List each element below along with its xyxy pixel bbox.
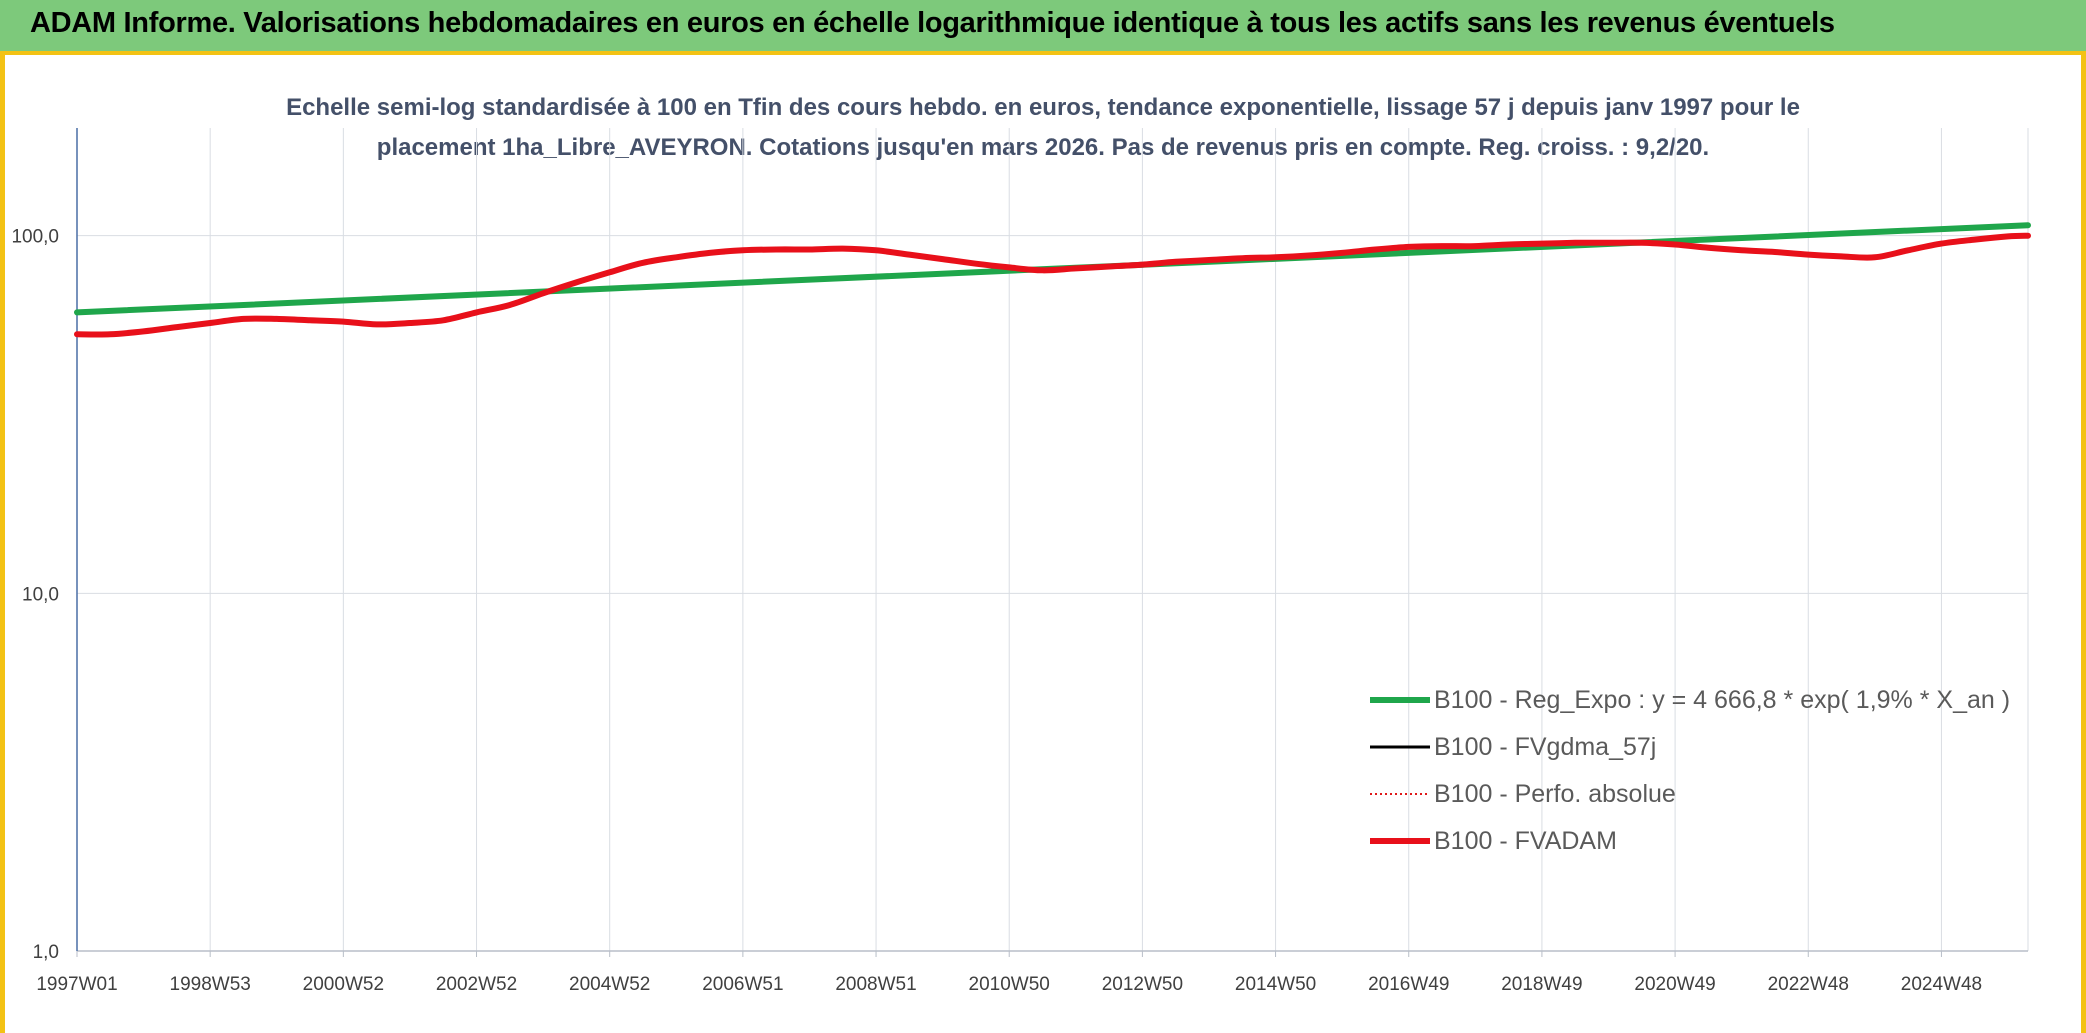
x-tick-label: 2012W50 bbox=[1102, 974, 1183, 995]
y-tick-label: 100,0 bbox=[11, 227, 59, 248]
x-tick-label: 2022W48 bbox=[1768, 974, 1849, 995]
chart-title-line-2: placement 1ha_Libre_AVEYRON. Cotations j… bbox=[376, 134, 1710, 161]
x-tick-label: 2004W52 bbox=[569, 974, 650, 995]
page-title: ADAM Informe. Valorisations hebdomadaire… bbox=[30, 7, 1835, 39]
series-layer bbox=[74, 222, 2031, 338]
series-line-3 bbox=[74, 232, 2031, 338]
chart-title: Echelle semi-log standardisée à 100 en T… bbox=[0, 88, 2086, 168]
x-tick-label: 2024W48 bbox=[1901, 974, 1982, 995]
x-tick-label: 1997W01 bbox=[36, 974, 117, 995]
x-tick-label: 2000W52 bbox=[303, 974, 384, 995]
x-tick-label: 2016W49 bbox=[1368, 974, 1449, 995]
legend-label-1: B100 - FVgdma_57j bbox=[1434, 733, 1656, 761]
header-banner: ADAM Informe. Valorisations hebdomadaire… bbox=[0, 0, 2086, 55]
x-tick-label: 2008W51 bbox=[835, 974, 916, 995]
chart-frame bbox=[0, 55, 2086, 1033]
y-tick-label: 1,0 bbox=[33, 942, 59, 963]
x-tick-label: 1998W53 bbox=[170, 974, 251, 995]
x-tick-label: 2018W49 bbox=[1501, 974, 1582, 995]
x-tick-label: 2010W50 bbox=[969, 974, 1050, 995]
chart-title-line-1: Echelle semi-log standardisée à 100 en T… bbox=[286, 94, 1800, 121]
x-tick-label: 2002W52 bbox=[436, 974, 517, 995]
axis-layer: 1,0 10,0 100,0 1997W01 1998W53 2000W52 2002W52… bbox=[11, 128, 2028, 995]
x-tick-label: 2020W49 bbox=[1634, 974, 1715, 995]
x-tick-label: 2006W51 bbox=[702, 974, 783, 995]
legend-label-3: B100 - FVADAM bbox=[1434, 827, 1617, 855]
legend: B100 - Reg_Expo : y = 4 666,8 * exp( 1,9… bbox=[1370, 686, 2010, 855]
x-tick-label: 2014W50 bbox=[1235, 974, 1316, 995]
legend-label-0: B100 - Reg_Expo : y = 4 666,8 * exp( 1,9… bbox=[1434, 686, 2010, 714]
legend-label-2: B100 - Perfo. absolue bbox=[1434, 780, 1676, 808]
y-tick-label: 10,0 bbox=[22, 584, 59, 605]
